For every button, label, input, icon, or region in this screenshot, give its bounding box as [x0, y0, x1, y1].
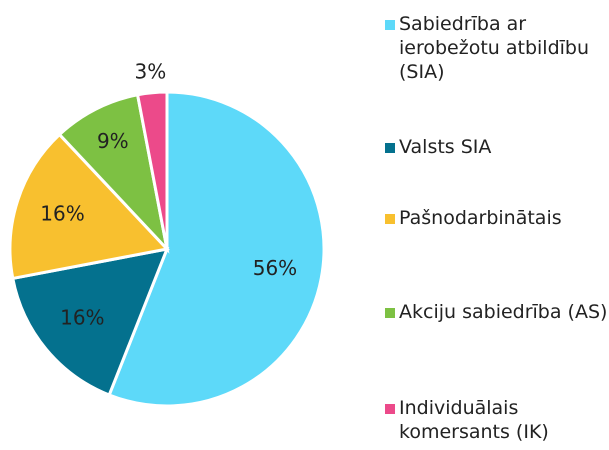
legend-item: Sabiedrība ar ierobežotu atbildību (SIA) [383, 12, 609, 84]
legend-label: Akciju sabiedrība (AS) [399, 301, 608, 323]
legend-label: Pašnodarbinātais [399, 207, 562, 229]
legend-item: Valsts SIA [383, 135, 609, 159]
legend-swatch [385, 214, 395, 224]
data-label: 16% [40, 202, 84, 226]
pie-chart: 56% 16% 16% 9% 3% [8, 59, 326, 408]
legend-swatch [385, 404, 395, 414]
pie-slice [8, 132, 170, 281]
legend-label: Sabiedrība ar ierobežotu atbildību (SIA) [399, 13, 590, 83]
pie-slice [11, 247, 170, 397]
legend-swatch [385, 20, 395, 30]
legend-swatch [385, 143, 395, 153]
pie-slice [135, 90, 169, 250]
legend-item: Akciju sabiedrība (AS) [383, 300, 609, 324]
legend-item: Individuālais komersants (IK) [383, 396, 609, 444]
legend-item: Pašnodarbinātais [383, 206, 609, 230]
legend-label: Individuālais komersants (IK) [399, 397, 549, 443]
pie-slice [107, 90, 326, 408]
legend-swatch [385, 308, 395, 318]
legend-label: Valsts SIA [399, 136, 492, 158]
data-label: 56% [253, 256, 297, 280]
pie-slice [57, 93, 170, 254]
data-label: 16% [60, 306, 104, 330]
data-label: 3% [134, 59, 166, 83]
data-label: 9% [97, 129, 129, 153]
